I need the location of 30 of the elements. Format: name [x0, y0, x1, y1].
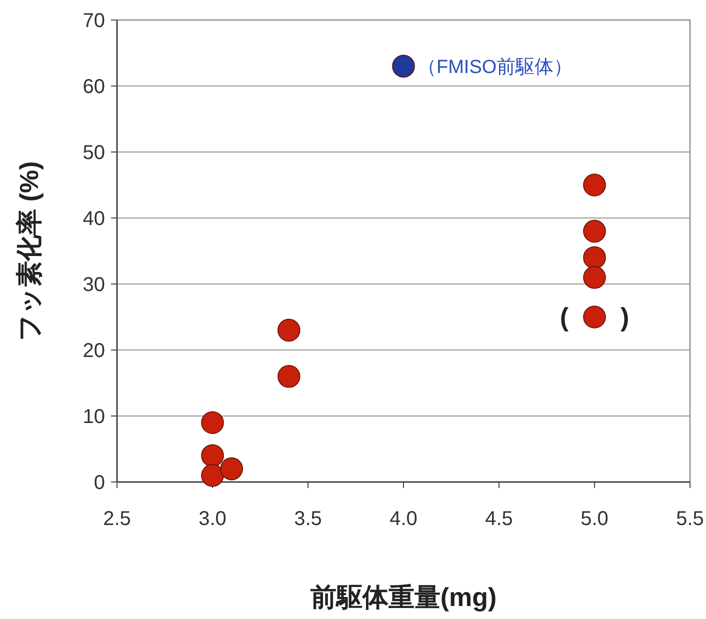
annotation: ( ): [560, 302, 630, 332]
x-tick-label: 3.5: [294, 508, 322, 530]
y-tick-label: 10: [82, 406, 105, 428]
point: [583, 220, 606, 243]
x-axis-title: 前駆体重量(mg): [309, 582, 497, 612]
point: [583, 266, 606, 289]
y-tick-label: 70: [82, 10, 105, 32]
point: [583, 246, 606, 269]
x-tick-label: 5.5: [676, 508, 704, 530]
x-tick-label: 4.0: [390, 508, 418, 530]
point: [201, 411, 224, 434]
point: [278, 365, 300, 388]
point: [583, 306, 606, 328]
point: [583, 174, 606, 196]
y-tick-label: 30: [82, 274, 105, 296]
x-tick-label: 3.0: [198, 508, 226, 530]
point: [220, 457, 243, 480]
point: [201, 444, 224, 467]
y-tick-label: 50: [82, 142, 105, 164]
y-tick-label: 40: [82, 208, 105, 230]
y-tick-label: 0: [94, 472, 105, 494]
point: [278, 318, 300, 342]
x-tick-label: 4.5: [485, 508, 513, 530]
x-tick-label: 5.0: [580, 508, 608, 530]
y-axis-title: フッ素化率 (%): [14, 161, 44, 341]
point: [201, 464, 224, 487]
y-tick-label: 60: [82, 76, 105, 98]
x-tick-label: 2.5: [103, 508, 131, 530]
annotation: （FMISO前駆体）: [418, 57, 573, 78]
y-tick-label: 20: [82, 340, 105, 362]
